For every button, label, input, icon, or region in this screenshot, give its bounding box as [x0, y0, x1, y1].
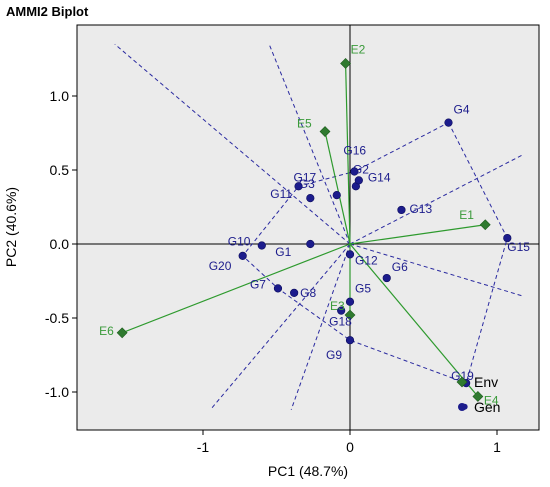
genotype-label-g3: G3: [299, 177, 315, 191]
genotype-label-g10: G10: [228, 234, 251, 248]
genotype-point-g17: [294, 182, 303, 191]
genotype-label-g8: G8: [300, 286, 316, 300]
legend-gen-label: Gen: [474, 399, 500, 415]
genotype-point-g10: [257, 241, 266, 250]
genotype-label-g20: G20: [209, 259, 232, 273]
genotype-label-g2: G2: [353, 162, 369, 176]
y-tick-label: 1.0: [50, 88, 70, 104]
vector-e5: [324, 131, 351, 245]
legend: Env Gen: [456, 374, 500, 415]
legend-env-label: Env: [474, 374, 498, 390]
environment-point-e5: [319, 126, 331, 137]
y-tick-label: -0.5: [45, 310, 69, 326]
genotype-label-g16: G16: [343, 143, 366, 157]
y-tick-label: -1.0: [45, 384, 69, 400]
legend-gen-marker: [458, 403, 466, 411]
point-labels: G1 G2 G3 G4 G5 G6 G7 G8 G9 G10 G11 G12 G13 G14 G15 G16 G…: [99, 42, 530, 407]
environment-point-e1: [479, 219, 491, 231]
genotype-point-g15: [503, 233, 512, 243]
vector-e6: [121, 243, 351, 334]
x-tick-label: -1: [197, 439, 210, 455]
genotype-point-g3: [332, 191, 341, 200]
genotype-label-g12: G12: [355, 253, 378, 267]
genotype-label-g17: G17: [294, 170, 317, 184]
genotype-point-g6: [382, 273, 391, 283]
y-axis-title: PC2 (40.6%): [3, 187, 19, 267]
genotype-point-g1: [306, 239, 315, 249]
genotype-label-g14: G14: [368, 170, 391, 184]
genotype-point-g5: [345, 297, 355, 306]
environment-label-e4: E4: [484, 393, 499, 407]
genotype-label-g4: G4: [453, 103, 469, 117]
chart-title: AMMI2 Biplot: [6, 4, 89, 19]
sector-ray-6: [290, 243, 351, 410]
y-tick-label: 0.0: [50, 236, 70, 252]
environment-point-e2: [340, 58, 352, 69]
genotype-point-g12: [345, 250, 355, 259]
genotype-point-g16: [350, 167, 359, 176]
genotype-point-g4: [444, 118, 453, 127]
environment-label-e6: E6: [99, 324, 114, 338]
y-axis-ticks: 1.0 0.5 0.0 -0.5 -1.0: [45, 88, 77, 400]
environment-point-e6: [116, 327, 128, 339]
vector-e2: [344, 63, 351, 245]
x-axis-ticks: -1 0 1: [197, 430, 501, 455]
environment-label-e3: E3: [330, 299, 345, 313]
environment-label-e5: E5: [297, 117, 312, 131]
sector-ray-3: [349, 154, 523, 245]
x-axis-title: PC1 (48.7%): [268, 463, 348, 479]
genotype-point-g7: [273, 284, 283, 293]
genotype-point-g14: [354, 176, 363, 185]
sector-ray-1: [114, 43, 351, 245]
genotype-label-g18: G18: [329, 315, 352, 329]
legend-env-marker: [456, 376, 468, 388]
genotype-label-g7: G7: [250, 277, 266, 291]
environment-label-e2: E2: [351, 42, 366, 56]
genotype-label-g9: G9: [326, 348, 342, 362]
genotype-label-g13: G13: [409, 202, 432, 216]
genotype-point-g8: [290, 288, 299, 297]
genotype-point-g9: [345, 336, 355, 345]
data-points: [116, 58, 512, 410]
genotype-label-g6: G6: [392, 260, 408, 274]
x-tick-label: 1: [493, 439, 501, 455]
genotype-label-g1: G1: [275, 245, 291, 259]
environment-point-e3: [344, 309, 356, 321]
genotype-point-g20: [238, 251, 247, 260]
environment-label-e1: E1: [459, 208, 474, 222]
sector-ray-4: [349, 243, 523, 297]
x-tick-label: 0: [346, 439, 354, 455]
sector-rays: [114, 43, 523, 411]
genotype-label-g19: G19: [451, 369, 474, 383]
sector-ray-5: [209, 243, 351, 411]
environment-point-e4: [472, 391, 484, 402]
sector-ray-2: [268, 44, 351, 245]
genotype-label-g11: G11: [270, 187, 292, 201]
y-tick-label: 0.5: [50, 162, 70, 178]
genotype-label-g15: G15: [507, 240, 530, 254]
genotype-point-g13: [397, 205, 406, 215]
genotype-point-g11: [306, 194, 315, 203]
vector-e4: [349, 243, 479, 397]
vector-e1: [349, 224, 486, 245]
genotype-label-g5: G5: [355, 282, 371, 296]
genotype-point-g18: [337, 306, 346, 315]
